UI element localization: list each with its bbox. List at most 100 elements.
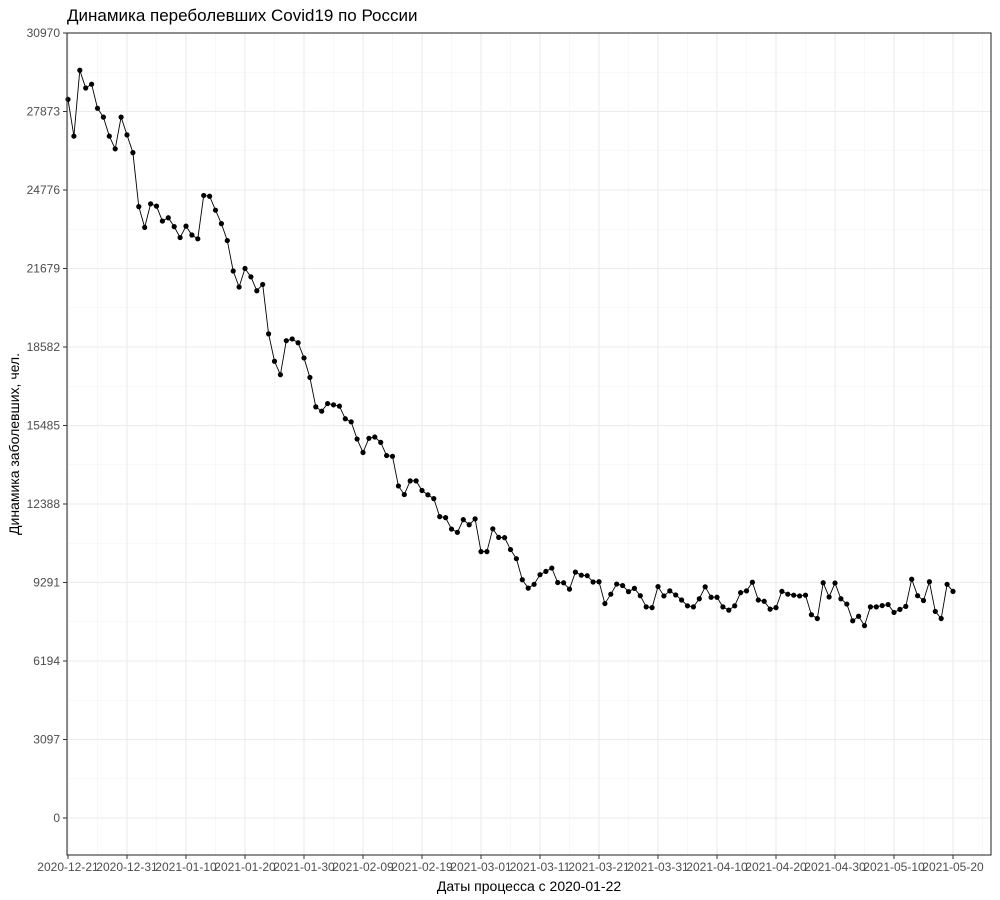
data-point — [732, 603, 738, 609]
y-tick-label: 12388 — [27, 497, 61, 511]
data-point — [832, 580, 838, 586]
data-point — [295, 340, 301, 346]
plot-panel-border — [66, 32, 992, 856]
data-point — [159, 218, 165, 224]
data-point — [856, 613, 862, 619]
data-point — [566, 586, 573, 592]
data-point — [702, 584, 708, 590]
data-point — [401, 491, 407, 498]
data-point — [572, 569, 579, 575]
data-point — [431, 496, 437, 502]
data-point — [65, 96, 71, 103]
data-point — [106, 133, 112, 139]
y-tick-label: 24776 — [27, 183, 61, 197]
data-point — [177, 234, 183, 241]
data-point — [749, 579, 756, 585]
data-point — [336, 403, 342, 409]
data-point — [743, 588, 750, 594]
data-point — [360, 449, 366, 456]
data-point — [903, 603, 909, 609]
y-tick-label: 6194 — [33, 654, 60, 668]
y-tick-label: 30970 — [27, 26, 61, 40]
x-tick-label: 2021-05-10 — [863, 860, 925, 874]
minor-gridlines — [67, 33, 991, 855]
x-axis: 2020-12-212020-12-312021-01-102021-01-20… — [37, 855, 984, 874]
data-point — [861, 623, 868, 629]
data-point — [649, 605, 655, 611]
data-point — [384, 452, 390, 459]
data-point — [419, 487, 425, 494]
data-point — [826, 594, 832, 600]
data-point — [873, 604, 879, 610]
data-point — [260, 281, 266, 288]
data-point — [395, 483, 401, 489]
x-tick-label: 2021-03-01 — [450, 860, 512, 874]
data-point — [537, 572, 543, 578]
y-axis-title: Динамика заболевших, чел. — [6, 353, 22, 535]
data-point — [389, 453, 396, 459]
data-point — [142, 224, 148, 231]
data-point — [266, 331, 272, 337]
data-point — [271, 358, 278, 364]
data-point — [525, 585, 531, 591]
data-point — [378, 439, 384, 445]
data-point — [897, 606, 903, 612]
data-point — [932, 608, 938, 615]
y-tick-label: 27873 — [27, 105, 61, 119]
x-tick-label: 2021-01-20 — [214, 860, 276, 874]
data-point — [195, 236, 201, 242]
data-point — [808, 612, 815, 618]
data-point — [83, 85, 89, 91]
data-point — [614, 581, 620, 587]
data-point — [944, 581, 950, 587]
data-point — [118, 114, 124, 120]
data-point — [584, 573, 590, 579]
data-point — [791, 592, 797, 598]
data-point — [443, 515, 449, 521]
data-point — [319, 408, 325, 414]
data-point — [124, 132, 130, 138]
data-point — [513, 556, 520, 562]
data-point — [425, 492, 431, 498]
data-point — [407, 478, 413, 484]
data-point — [342, 416, 348, 422]
data-point — [891, 609, 897, 616]
data-point — [448, 526, 455, 532]
data-point — [602, 600, 608, 607]
data-point — [413, 478, 419, 484]
data-point — [549, 565, 555, 571]
data-point — [820, 580, 826, 586]
x-tick-label: 2021-02-09 — [332, 860, 394, 874]
x-tick-label: 2020-12-31 — [96, 860, 158, 874]
x-tick-label: 2021-03-21 — [568, 860, 630, 874]
data-point — [661, 593, 667, 599]
data-point — [460, 517, 466, 523]
data-point — [720, 604, 726, 610]
data-point — [496, 534, 502, 541]
data-point — [348, 419, 354, 425]
data-point — [507, 546, 514, 553]
data-point — [490, 526, 496, 532]
data-point — [850, 618, 856, 624]
data-point — [684, 603, 691, 609]
data-point — [555, 579, 561, 586]
data-point — [643, 604, 649, 610]
x-tick-label: 2021-04-30 — [804, 860, 866, 874]
data-point — [915, 593, 921, 599]
data-point — [620, 582, 626, 589]
data-point — [779, 588, 785, 595]
data-point — [802, 592, 809, 598]
y-tick-label: 21679 — [27, 262, 61, 276]
data-point — [838, 596, 844, 602]
data-point — [148, 201, 154, 207]
major-gridlines — [67, 32, 991, 855]
data-point — [112, 146, 118, 152]
data-point — [844, 601, 850, 607]
data-point — [89, 81, 95, 87]
data-point — [171, 224, 177, 230]
data-point — [625, 589, 632, 595]
data-point — [153, 203, 160, 209]
data-point — [637, 593, 643, 599]
data-point — [909, 576, 915, 582]
data-point — [708, 594, 714, 600]
